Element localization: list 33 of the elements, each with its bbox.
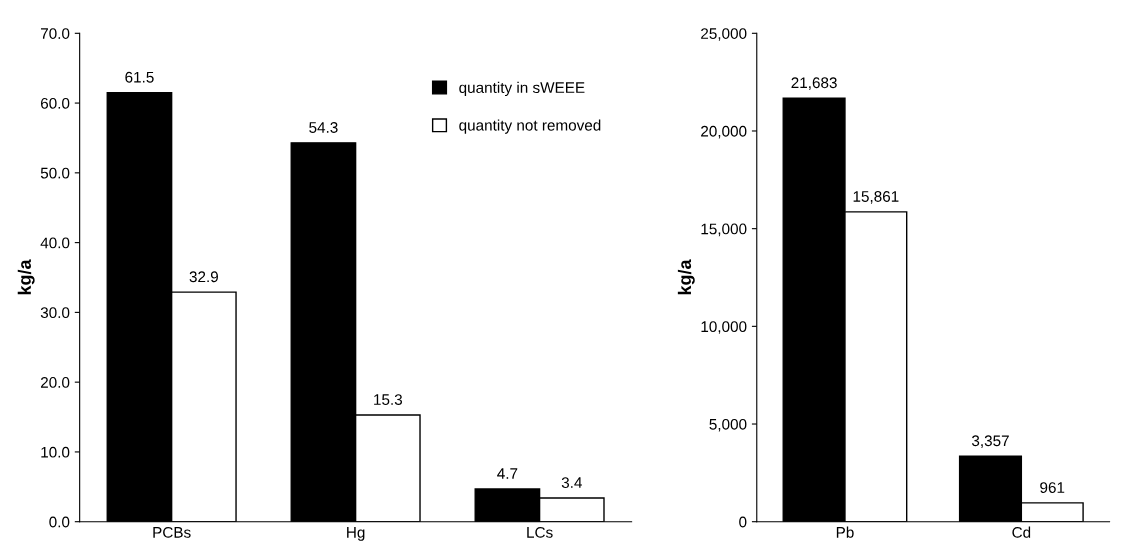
data-label: 15,861 (853, 191, 899, 204)
x-tick-label: Pb (836, 526, 854, 538)
x-tick-label: LCs (527, 526, 553, 538)
y-tick-label: 60.0 (40, 97, 70, 109)
data-label: 54.3 (309, 122, 338, 133)
data-label: 21,683 (791, 77, 837, 90)
x-tick-label: Cd (1012, 526, 1031, 538)
y-tick-label: 15,000 (701, 223, 747, 237)
y-axis-title: kg/a (677, 259, 695, 295)
legend-label: quantity not removed (459, 119, 601, 134)
y-tick-label: 20,000 (701, 125, 747, 139)
x-tick-label: PCBs (153, 526, 191, 538)
y-tick-label: 10.0 (41, 446, 70, 458)
data-label: 15.3 (374, 394, 403, 405)
y-tick-label: 10,000 (701, 321, 747, 334)
data-label: 32.9 (189, 271, 218, 283)
x-tick-label: Hg (347, 527, 365, 541)
y-tick-label: 30.0 (40, 307, 70, 319)
data-label: 961 (1040, 482, 1065, 493)
y-tick-label: 0.0 (49, 516, 70, 528)
y-tick-label: 40.0 (40, 237, 70, 249)
legend-label: quantity in sWEEE (459, 81, 585, 97)
data-label: 3.4 (561, 477, 582, 489)
y-axis-title: kg/a (17, 259, 35, 295)
y-tick-label: 20.0 (40, 377, 70, 388)
y-tick-label: 50.0 (40, 167, 70, 179)
data-label: 61.5 (125, 71, 154, 83)
y-tick-label: 70.0 (40, 28, 70, 39)
data-label: 3,357 (971, 435, 1009, 448)
y-tick-label: 5,000 (709, 418, 747, 432)
data-label: 4.7 (497, 468, 518, 479)
y-tick-label: 0 (739, 516, 747, 528)
y-tick-label: 25,000 (701, 28, 747, 41)
